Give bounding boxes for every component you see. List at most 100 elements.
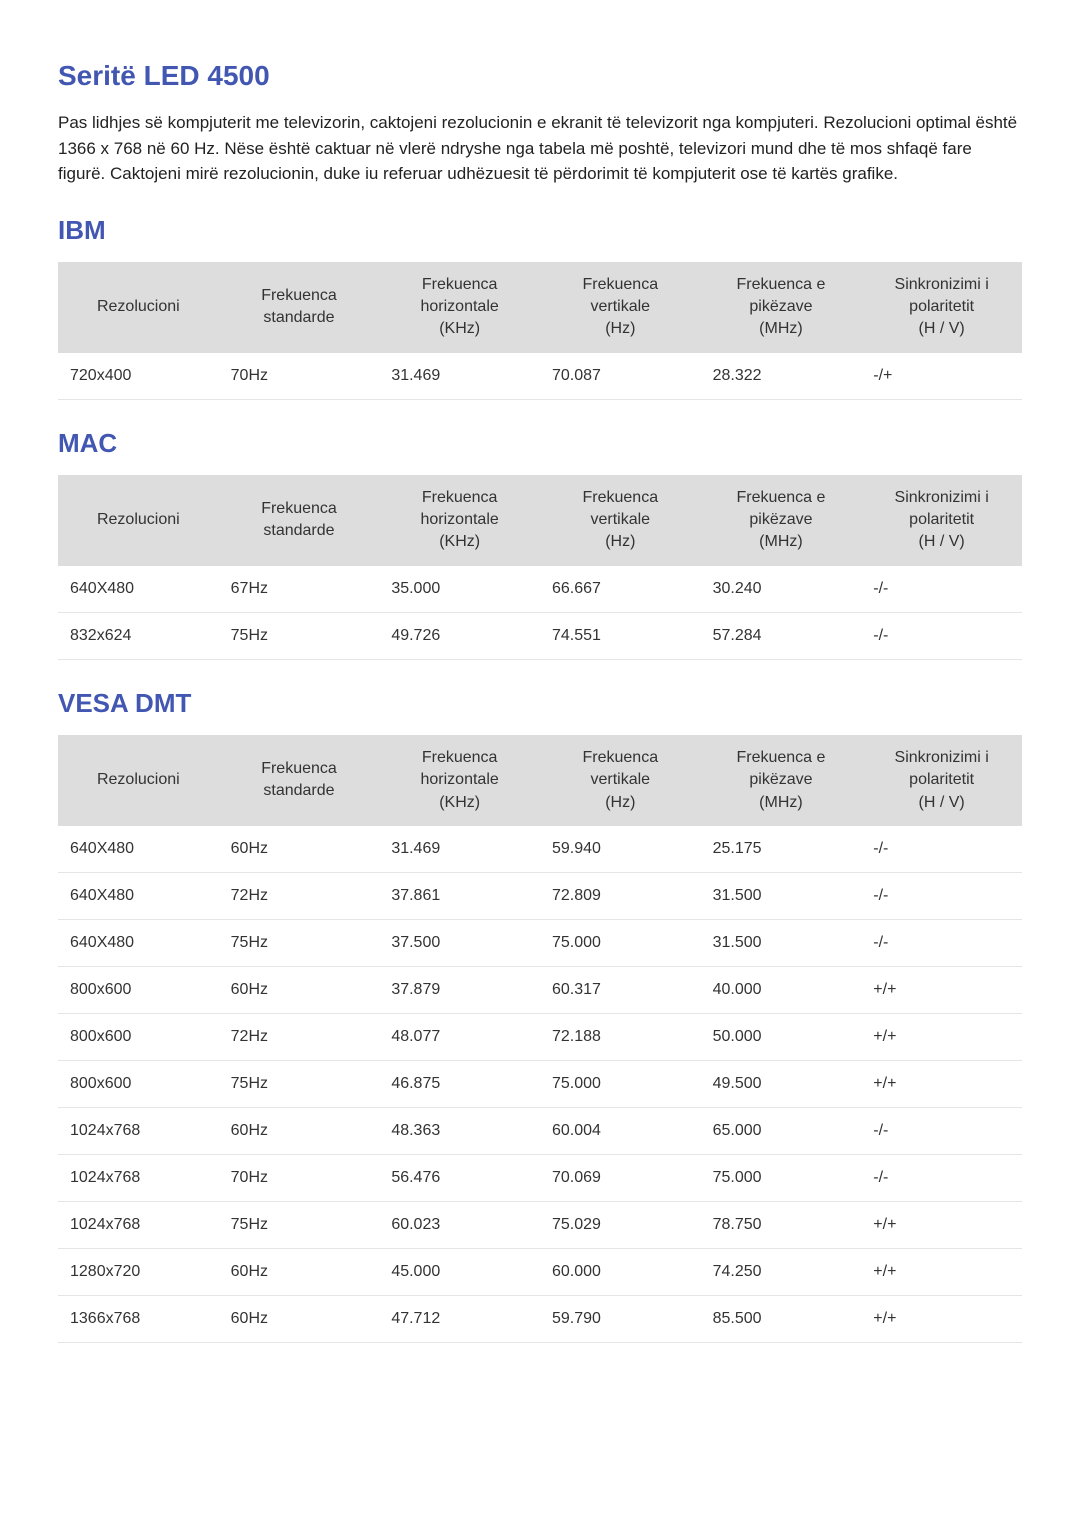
table-row: 1024x76875Hz60.02375.02978.750+/+ [58, 1202, 1022, 1249]
table-cell: 60Hz [219, 826, 380, 873]
table-header: Frekuenca epikëzave(MHz) [701, 475, 862, 566]
table-cell: 49.500 [701, 1061, 862, 1108]
table-header: Frekuencavertikale(Hz) [540, 262, 701, 353]
table-cell: -/- [861, 826, 1022, 873]
table-header: Frekuencastandarde [219, 262, 380, 353]
table-row: 800x60072Hz48.07772.18850.000+/+ [58, 1014, 1022, 1061]
table-cell: 48.077 [379, 1014, 540, 1061]
table-cell: 74.551 [540, 612, 701, 659]
table-cell: 640X480 [58, 566, 219, 613]
table-header: Frekuencavertikale(Hz) [540, 735, 701, 826]
table-cell: 75.000 [540, 920, 701, 967]
table-cell: 640X480 [58, 826, 219, 873]
table-cell: 46.875 [379, 1061, 540, 1108]
table-header: Frekuencastandarde [219, 475, 380, 566]
table-cell: 60Hz [219, 1296, 380, 1343]
table-cell: 1280x720 [58, 1249, 219, 1296]
table-row: 640X48067Hz35.00066.66730.240-/- [58, 566, 1022, 613]
table-header: Rezolucioni [58, 735, 219, 826]
table-cell: 74.250 [701, 1249, 862, 1296]
table-cell: 800x600 [58, 1061, 219, 1108]
table-row: 800x60060Hz37.87960.31740.000+/+ [58, 967, 1022, 1014]
table-cell: 59.940 [540, 826, 701, 873]
table-header: Frekuencastandarde [219, 735, 380, 826]
table-cell: 75.029 [540, 1202, 701, 1249]
table-cell: 75Hz [219, 920, 380, 967]
table-cell: 37.861 [379, 873, 540, 920]
table-cell: 75.000 [701, 1155, 862, 1202]
table-cell: 50.000 [701, 1014, 862, 1061]
table-cell: 57.284 [701, 612, 862, 659]
table-cell: 85.500 [701, 1296, 862, 1343]
table-cell: 1024x768 [58, 1155, 219, 1202]
table-cell: 48.363 [379, 1108, 540, 1155]
page-description: Pas lidhjes së kompjuterit me televizori… [58, 110, 1022, 187]
table-header: Frekuenca epikëzave(MHz) [701, 735, 862, 826]
page-title: Seritë LED 4500 [58, 60, 1022, 92]
table-cell: 31.500 [701, 873, 862, 920]
table-header: Frekuencavertikale(Hz) [540, 475, 701, 566]
table-cell: 56.476 [379, 1155, 540, 1202]
table-cell: 37.879 [379, 967, 540, 1014]
table-cell: 31.500 [701, 920, 862, 967]
table-cell: 30.240 [701, 566, 862, 613]
table-header: Sinkronizimi ipolaritetit(H / V) [861, 735, 1022, 826]
table-cell: 28.322 [701, 353, 862, 400]
table-row: 800x60075Hz46.87575.00049.500+/+ [58, 1061, 1022, 1108]
table-cell: 75.000 [540, 1061, 701, 1108]
table-header: Rezolucioni [58, 475, 219, 566]
section-title: VESA DMT [58, 688, 1022, 719]
table-row: 1024x76860Hz48.36360.00465.000-/- [58, 1108, 1022, 1155]
table-header: Rezolucioni [58, 262, 219, 353]
section-title: IBM [58, 215, 1022, 246]
table-cell: 65.000 [701, 1108, 862, 1155]
table-cell: 75Hz [219, 1061, 380, 1108]
table-cell: 49.726 [379, 612, 540, 659]
table-cell: 70.069 [540, 1155, 701, 1202]
table-cell: 70.087 [540, 353, 701, 400]
table-cell: 75Hz [219, 612, 380, 659]
table-cell: 1024x768 [58, 1108, 219, 1155]
table-cell: 640X480 [58, 873, 219, 920]
table-cell: 70Hz [219, 353, 380, 400]
table-cell: 800x600 [58, 1014, 219, 1061]
table-header: Frekuencahorizontale(KHz) [379, 475, 540, 566]
table-header: Sinkronizimi ipolaritetit(H / V) [861, 475, 1022, 566]
table-row: 1024x76870Hz56.47670.06975.000-/- [58, 1155, 1022, 1202]
resolution-table: RezolucioniFrekuencastandardeFrekuencaho… [58, 735, 1022, 1343]
table-cell: -/+ [861, 353, 1022, 400]
table-row: 1366x76860Hz47.71259.79085.500+/+ [58, 1296, 1022, 1343]
table-cell: -/- [861, 612, 1022, 659]
table-header: Sinkronizimi ipolaritetit(H / V) [861, 262, 1022, 353]
table-cell: 72Hz [219, 873, 380, 920]
table-cell: 72.188 [540, 1014, 701, 1061]
table-cell: 60Hz [219, 967, 380, 1014]
table-cell: 800x600 [58, 967, 219, 1014]
table-cell: 40.000 [701, 967, 862, 1014]
table-cell: -/- [861, 1155, 1022, 1202]
table-cell: 60.000 [540, 1249, 701, 1296]
resolution-table: RezolucioniFrekuencastandardeFrekuencaho… [58, 262, 1022, 400]
section-title: MAC [58, 428, 1022, 459]
table-header: Frekuencahorizontale(KHz) [379, 262, 540, 353]
table-cell: 60.023 [379, 1202, 540, 1249]
table-row: 720x40070Hz31.46970.08728.322-/+ [58, 353, 1022, 400]
table-row: 640X48060Hz31.46959.94025.175-/- [58, 826, 1022, 873]
table-cell: 72Hz [219, 1014, 380, 1061]
table-cell: +/+ [861, 1202, 1022, 1249]
table-cell: 31.469 [379, 826, 540, 873]
table-cell: +/+ [861, 1061, 1022, 1108]
table-cell: 67Hz [219, 566, 380, 613]
table-cell: +/+ [861, 967, 1022, 1014]
table-cell: -/- [861, 873, 1022, 920]
table-cell: -/- [861, 1108, 1022, 1155]
table-cell: 72.809 [540, 873, 701, 920]
table-row: 640X48075Hz37.50075.00031.500-/- [58, 920, 1022, 967]
table-row: 1280x72060Hz45.00060.00074.250+/+ [58, 1249, 1022, 1296]
table-cell: 37.500 [379, 920, 540, 967]
table-cell: 60.317 [540, 967, 701, 1014]
table-header: Frekuenca epikëzave(MHz) [701, 262, 862, 353]
table-cell: 45.000 [379, 1249, 540, 1296]
table-cell: 35.000 [379, 566, 540, 613]
table-cell: 60Hz [219, 1108, 380, 1155]
